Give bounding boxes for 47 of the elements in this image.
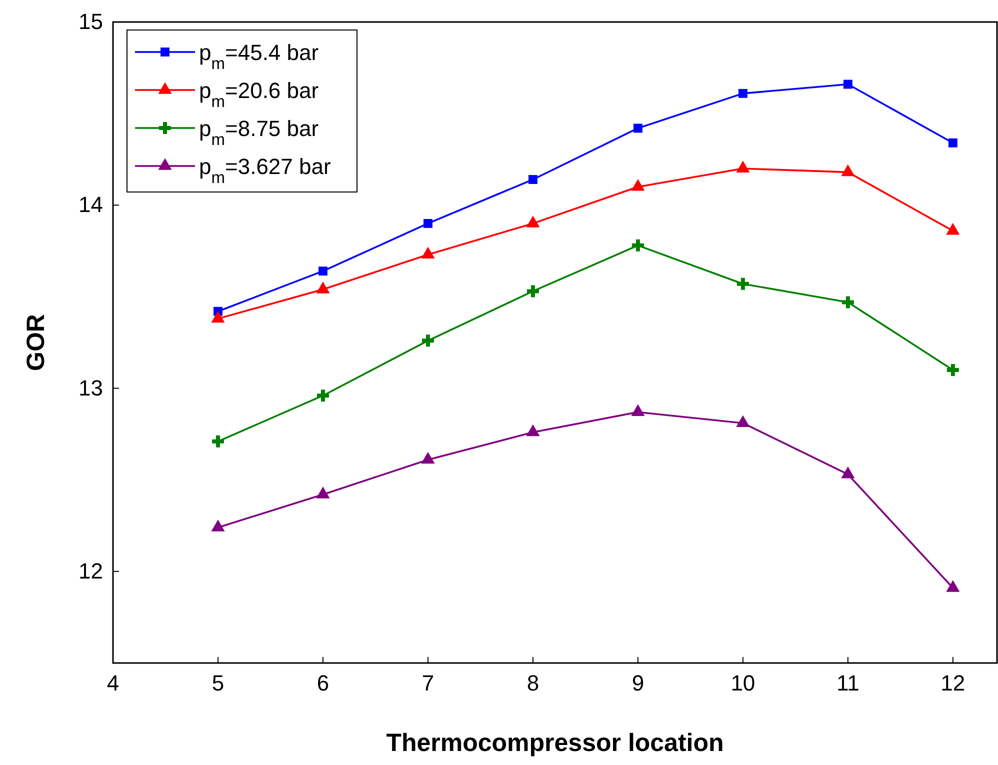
y-tick-label: 12 (78, 558, 103, 584)
legend-label: p$_{m}$=3.627 bar (199, 154, 331, 187)
point (212, 435, 224, 448)
point (316, 390, 329, 402)
x-axis-title: Thermocompressor location (386, 729, 724, 757)
x-tick-label: 8 (526, 670, 540, 696)
y-tick-label: 14 (78, 192, 103, 218)
point (946, 364, 959, 376)
x-tick-label: 12 (940, 670, 966, 696)
x-tick-label: 9 (632, 670, 644, 696)
point (526, 216, 540, 228)
point (842, 296, 854, 308)
point (528, 175, 538, 184)
point (843, 80, 852, 89)
legend-label: p$_{m}$=45.4 bar (199, 40, 319, 73)
point (948, 138, 958, 148)
point (318, 266, 328, 276)
point (736, 415, 750, 428)
point (633, 124, 642, 133)
point (422, 334, 434, 347)
point (946, 222, 960, 235)
point (526, 424, 540, 436)
x-tick-label: 6 (316, 670, 330, 696)
point (316, 486, 330, 498)
legend-label: p$_{m}$=20.6 bar (199, 78, 319, 111)
point (421, 246, 435, 259)
y-tick-label: 15 (78, 9, 103, 34)
point (631, 404, 645, 416)
point (736, 278, 749, 290)
point (632, 239, 644, 252)
point (946, 580, 960, 592)
x-tick-label: 7 (422, 670, 434, 696)
point (738, 88, 748, 98)
y-axis-title: GOR (22, 314, 50, 371)
point (526, 285, 539, 298)
point (211, 520, 225, 532)
x-tick-label: 10 (730, 670, 756, 696)
x-tick-label: 5 (212, 670, 224, 696)
point (421, 452, 435, 464)
x-tick-label: 4 (106, 670, 120, 696)
x-tick-label: 11 (836, 670, 860, 696)
point (423, 218, 432, 228)
y-tick-label: 13 (78, 375, 103, 400)
point (841, 466, 855, 478)
point (316, 282, 330, 294)
point (211, 310, 225, 323)
legend-label: p$_{m}$=8.75 bar (199, 116, 319, 149)
